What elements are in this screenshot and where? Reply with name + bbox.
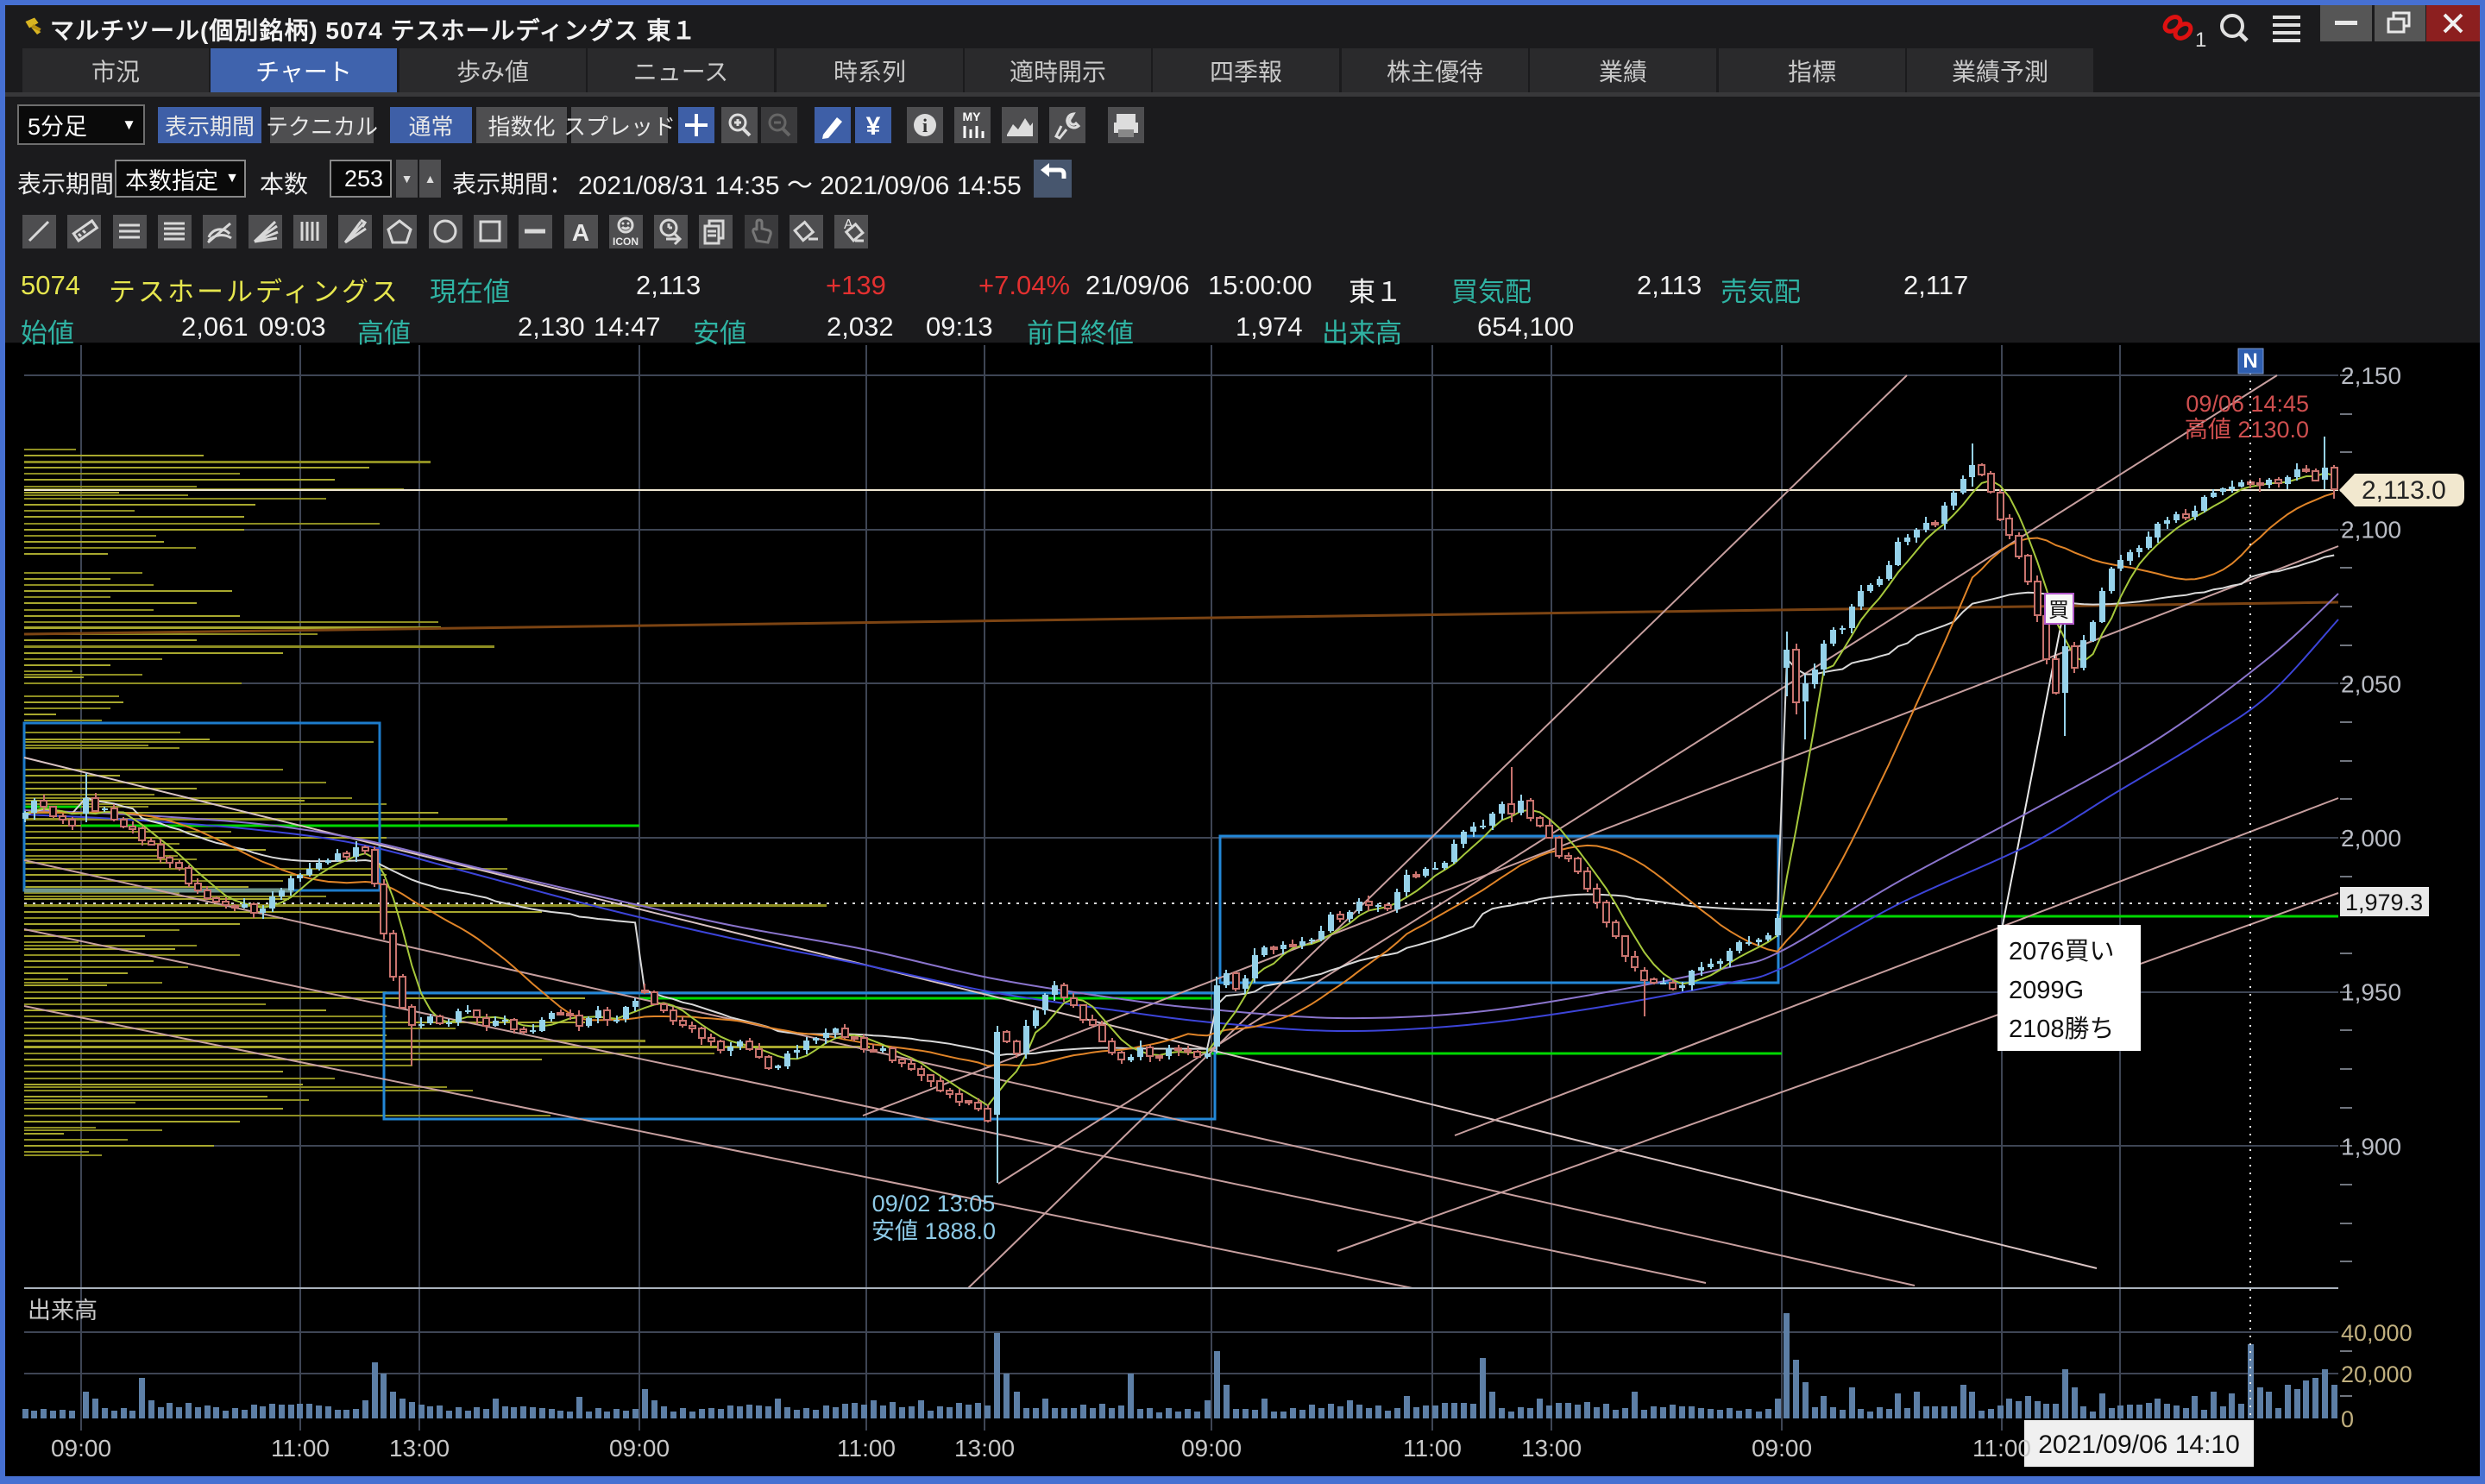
svg-text:09/02 13:05: 09/02 13:05 [872,1191,996,1217]
svg-text:09:00: 09:00 [609,1435,670,1462]
svg-text:2,100: 2,100 [2341,517,2401,544]
svg-text:11:00: 11:00 [271,1435,330,1462]
svg-text:09:00: 09:00 [51,1435,111,1462]
svg-text:0: 0 [2341,1406,2354,1432]
svg-text:11:00: 11:00 [1403,1435,1462,1462]
svg-text:09:00: 09:00 [1752,1435,1812,1462]
svg-text:2,000: 2,000 [2341,825,2401,852]
svg-text:11:00: 11:00 [1972,1435,2031,1462]
svg-text:1,900: 1,900 [2341,1133,2401,1160]
svg-text:1,950: 1,950 [2341,979,2401,1006]
svg-text:2076買い: 2076買い [2009,938,2115,965]
svg-text:2021/09/06 14:10: 2021/09/06 14:10 [2038,1431,2240,1459]
svg-text:¥: ¥ [866,112,881,141]
svg-text:13:00: 13:00 [954,1435,1015,1462]
svg-text:i: i [922,115,928,136]
svg-text:11:00: 11:00 [837,1435,896,1462]
svg-text:買: 買 [2048,599,2069,622]
svg-text:高値 2130.0: 高値 2130.0 [2185,417,2309,443]
svg-text:13:00: 13:00 [1521,1435,1582,1462]
svg-text:09:00: 09:00 [1181,1435,1242,1462]
svg-text:MY: MY [963,110,982,123]
svg-text:A: A [572,219,589,246]
svg-text:13:00: 13:00 [389,1435,450,1462]
svg-text:安値 1888.0: 安値 1888.0 [871,1218,996,1244]
svg-text:40,000: 40,000 [2341,1320,2413,1346]
svg-text:1,979.3: 1,979.3 [2345,890,2423,915]
svg-text:20,000: 20,000 [2341,1361,2413,1387]
svg-text:2,113.0: 2,113.0 [2362,476,2446,505]
svg-text:09/06 14:45: 09/06 14:45 [2186,391,2309,417]
svg-text:出来高: 出来高 [28,1298,98,1324]
svg-text:2099G: 2099G [2009,977,2084,1004]
svg-text:2,050: 2,050 [2341,670,2401,697]
svg-text:1: 1 [2195,28,2206,48]
svg-text:2108勝ち: 2108勝ち [2009,1015,2115,1043]
svg-text:N: N [2243,349,2257,373]
svg-text:ICON: ICON [613,236,639,248]
svg-text:2,150: 2,150 [2341,362,2401,389]
svg-text:A: A [844,217,853,232]
